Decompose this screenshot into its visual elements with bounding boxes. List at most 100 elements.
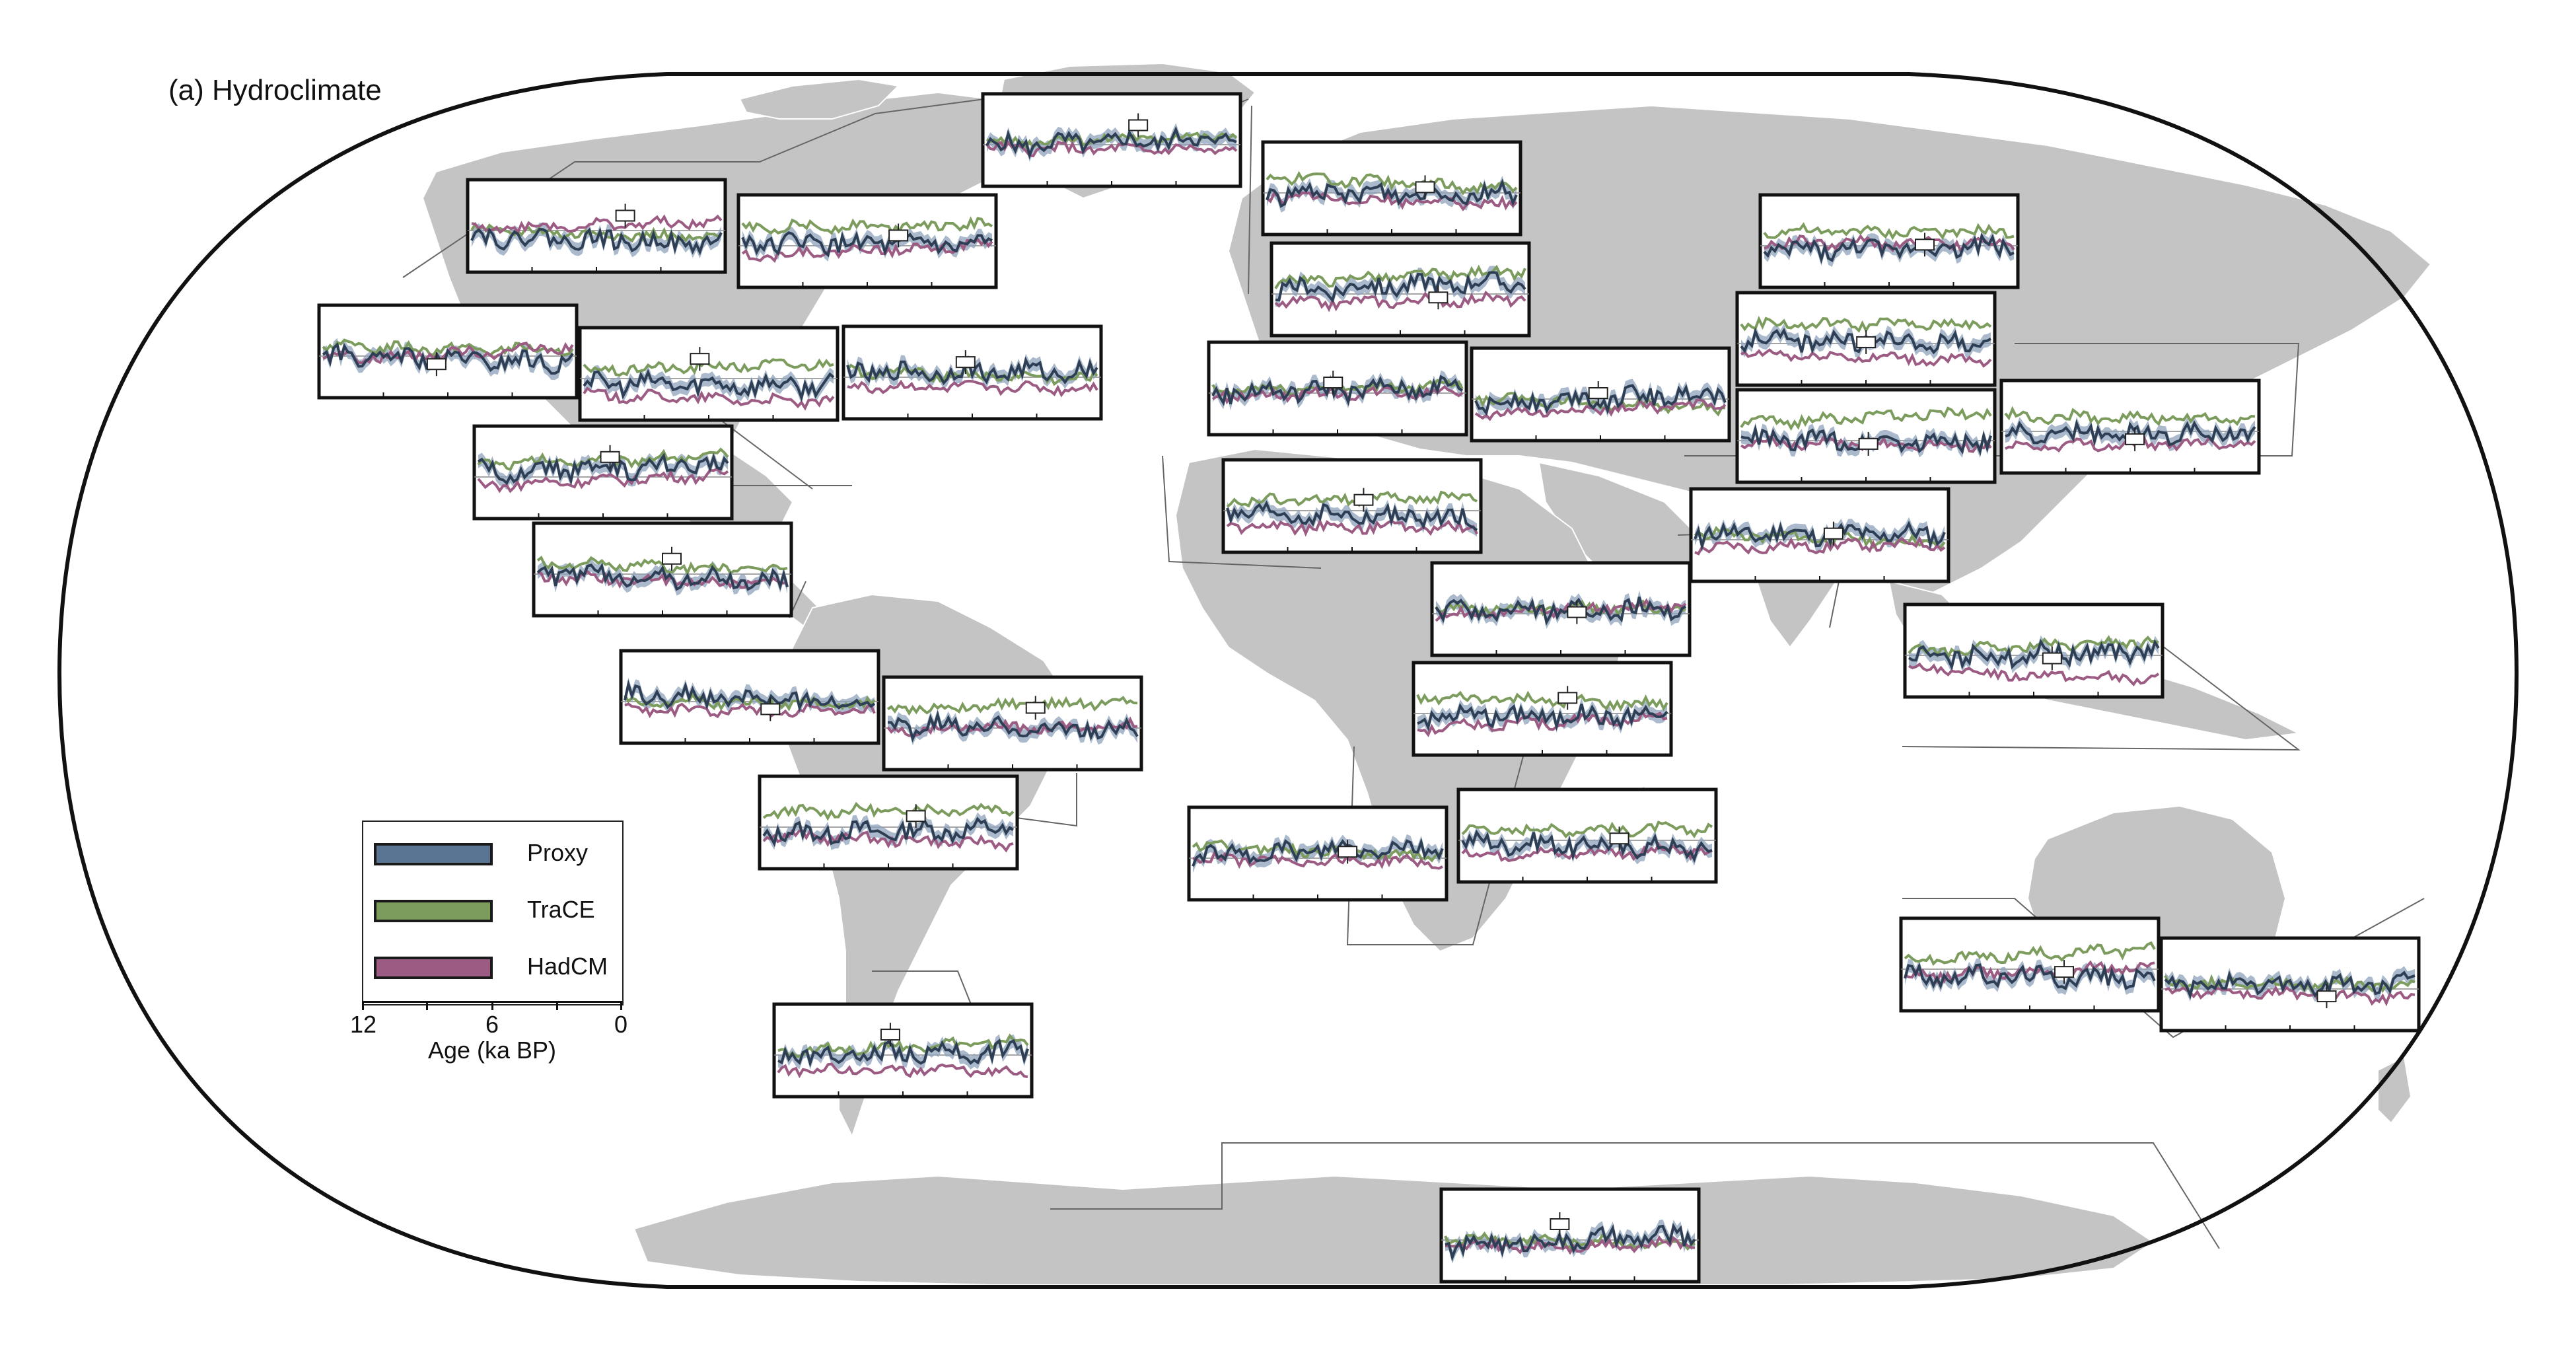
trace-series-line [1461, 821, 1713, 839]
boxplot-box [1609, 832, 1629, 845]
inset-plot [841, 324, 1103, 421]
proxy-series-line [1908, 638, 2160, 671]
hadcm-series-line [583, 386, 835, 411]
proxy-series-line [322, 342, 574, 375]
legend: Proxy TraCE HadCM [362, 821, 624, 1005]
proxy-uncertainty-band [888, 708, 1137, 746]
boxplot-box [1338, 846, 1358, 858]
inset-plot [1261, 140, 1522, 237]
boxplot-box [1428, 291, 1449, 304]
proxy-series-line [2164, 970, 2415, 1000]
inset-plot [1903, 602, 2165, 699]
proxy-uncertainty-band [1695, 517, 1945, 553]
proxy-series-line [624, 679, 876, 712]
boxplot-box [1550, 1218, 1570, 1231]
inset-frame [1899, 916, 2161, 1013]
inset-plot [1689, 487, 1950, 583]
proxy-uncertainty-band [1417, 697, 1667, 734]
inset-plot [1221, 458, 1483, 554]
hadcm-series-line [1417, 709, 1668, 737]
hadcm-series-line [1908, 662, 2160, 686]
age-ticklabel: 6 [485, 1011, 499, 1038]
inset-plot [1270, 241, 1531, 338]
proxy-model-insets [317, 92, 2421, 1284]
legend-swatch-proxy [374, 843, 493, 865]
trace-series-line [1740, 315, 1992, 333]
hadcm-series-line [477, 467, 729, 493]
legend-swatch-trace [374, 900, 493, 922]
proxy-series-line [2005, 419, 2256, 447]
boxplot-box [600, 451, 620, 463]
boxplot-box [615, 209, 635, 222]
trace-series-line [1266, 170, 1518, 196]
boxplot-box [1823, 527, 1843, 540]
inset-plot [1899, 916, 2161, 1013]
inset-frame [1456, 787, 1718, 884]
boxplot-box [906, 810, 926, 822]
proxy-series-line [1445, 1222, 1696, 1262]
inset-plot [1758, 193, 2020, 289]
proxy-series-line [1461, 829, 1713, 863]
proxy-series-line [1474, 384, 1727, 416]
age-ticklabel: 12 [349, 1011, 377, 1038]
inset-frame [532, 521, 793, 618]
inset-frame [466, 178, 727, 274]
legend-item-hadcm: HadCM [374, 949, 612, 988]
region-outline [1902, 643, 2301, 751]
proxy-series-line [777, 1038, 1029, 1068]
trace-series-line [1763, 222, 2015, 240]
inset-plot [882, 675, 1143, 772]
legend-swatch-hadcm [374, 957, 493, 979]
legend-item-proxy: Proxy [374, 835, 612, 875]
boxplot-box [1025, 702, 1046, 714]
boxplot-box [1557, 692, 1578, 704]
hadcm-series-line [624, 702, 876, 719]
trace-series-line [1904, 941, 2156, 967]
inset-plot [1470, 346, 1731, 443]
region-outline [1050, 1142, 2220, 1249]
proxy-uncertainty-band [1275, 266, 1525, 307]
hadcm-series-line [1740, 348, 1992, 368]
boxplot-box [1856, 336, 1877, 348]
inset-plot [619, 649, 880, 745]
inset-plot [1187, 805, 1449, 902]
proxy-series-line [477, 453, 729, 486]
inset-plot [1456, 787, 1718, 884]
boxplot-box [1858, 437, 1878, 450]
hadcm-series-line [1694, 536, 1946, 556]
age-axis: 12 6 0 Age (ka BP) [350, 1001, 627, 1067]
region-outline [706, 409, 813, 490]
hadcm-series-line [762, 828, 1014, 853]
proxy-series-line [887, 710, 1139, 743]
region-outline [1248, 105, 1252, 295]
inset-plot [472, 424, 734, 521]
boxplot-box [2125, 433, 2145, 445]
inset-plot [1430, 561, 1692, 657]
inset-plot [1439, 1187, 1701, 1284]
hadcm-series-line [741, 237, 993, 264]
inset-plot [2159, 936, 2421, 1033]
hadcm-series-line [1904, 960, 2155, 985]
boxplot-box [880, 1029, 900, 1041]
inset-plot [981, 92, 1242, 188]
legend-label-hadcm: HadCM [527, 953, 608, 980]
boxplot-box [426, 358, 447, 371]
boxplot-box [1323, 377, 1343, 389]
hadcm-series-line [1226, 517, 1478, 537]
legend-label-proxy: Proxy [527, 839, 589, 866]
trace-series-line [1416, 690, 1668, 712]
proxy-series-line [741, 231, 993, 258]
hadcm-series-line [1266, 191, 1518, 211]
proxy-series-line [1435, 597, 1687, 626]
boxplot-box [1128, 119, 1149, 131]
inset-plot [578, 326, 840, 422]
proxy-series-line [536, 562, 789, 591]
age-tick [556, 1001, 558, 1010]
inset-plot [758, 774, 1019, 871]
boxplot-box [2054, 966, 2075, 978]
trace-series-line [2004, 406, 2256, 426]
boxplot-box [1353, 493, 1374, 506]
inset-plot [1735, 291, 1997, 387]
